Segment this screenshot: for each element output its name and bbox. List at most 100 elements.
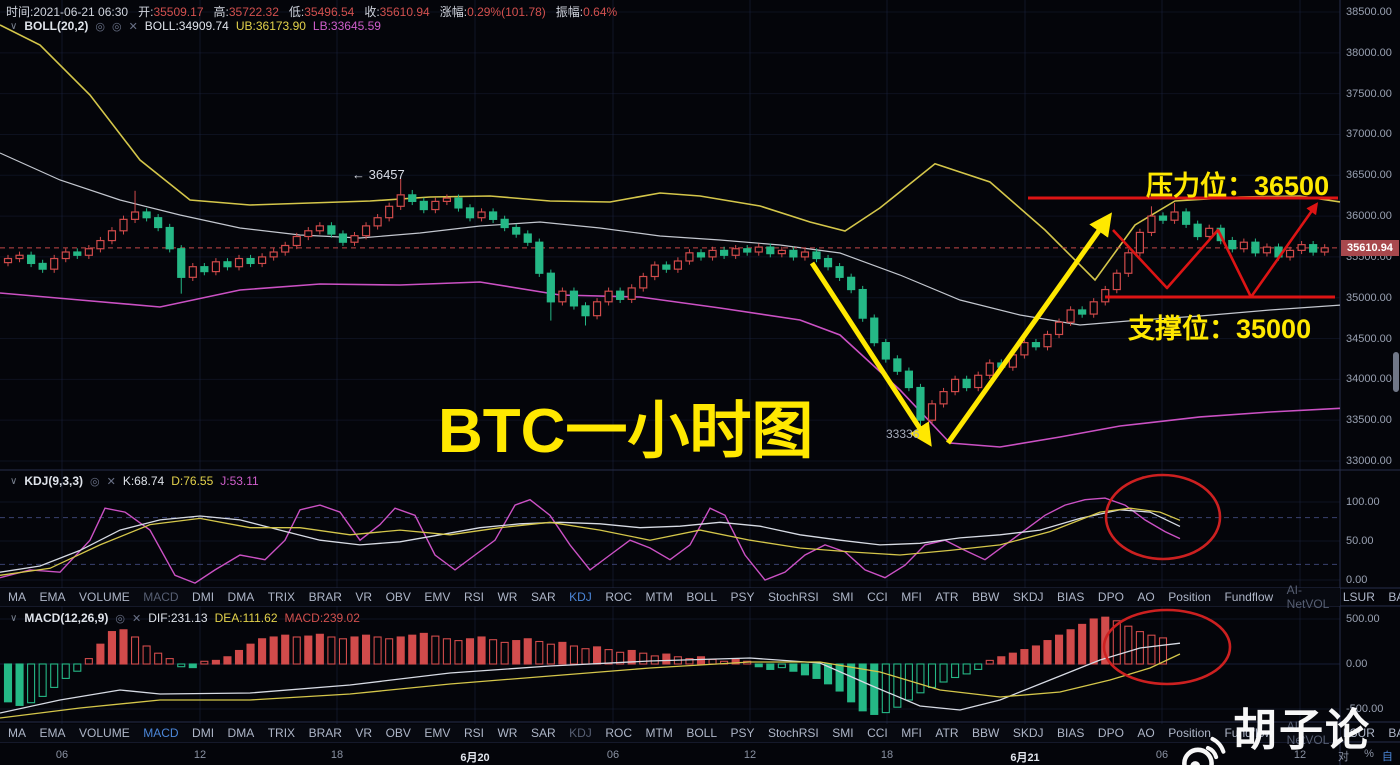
- indicator-tab-lsur[interactable]: LSUR: [1342, 726, 1375, 740]
- indicator-tab-smi[interactable]: SMI: [832, 726, 854, 740]
- indicator-tab-cci[interactable]: CCI: [867, 590, 888, 604]
- indicator-tab-brar[interactable]: BRAR: [308, 726, 342, 740]
- indicator-tab-vr[interactable]: VR: [355, 590, 373, 604]
- indicator-tab-fundflow[interactable]: Fundflow: [1224, 726, 1274, 740]
- indicator-tab-rsi[interactable]: RSI: [463, 726, 484, 740]
- indicator-tab-emv[interactable]: EMV: [424, 726, 451, 740]
- price-tick-label: 33000.00: [1346, 455, 1392, 467]
- macd-dif-value: DIF:231.13: [148, 611, 208, 625]
- close-icon[interactable]: ✕: [131, 612, 142, 625]
- macd-dif-line: [0, 642, 1181, 714]
- settings-icon[interactable]: ◎: [95, 20, 105, 33]
- indicator-tab-emv[interactable]: EMV: [424, 590, 451, 604]
- indicator-tab-sar[interactable]: SAR: [530, 590, 556, 604]
- indicator-tab-dpo[interactable]: DPO: [1097, 726, 1124, 740]
- boll-lb-value: LB:33645.59: [312, 19, 381, 33]
- indicator-tab-kdj[interactable]: KDJ: [569, 590, 592, 604]
- indicator-tab-mtm[interactable]: MTM: [645, 726, 673, 740]
- eye-icon[interactable]: ◎: [111, 20, 122, 33]
- indicator-tab-macd[interactable]: MACD: [143, 590, 179, 604]
- indicator-tab-fundflow[interactable]: Fundflow: [1224, 590, 1274, 604]
- kdj-j-value: J:53.11: [220, 474, 259, 488]
- last-price-badge: 35610.94: [1341, 240, 1399, 256]
- indicator-tab-dpo[interactable]: DPO: [1097, 590, 1124, 604]
- indicator-tab-roc[interactable]: ROC: [605, 726, 632, 740]
- percent-scale-button[interactable]: %: [1364, 748, 1374, 760]
- indicator-tab-boll[interactable]: BOLL: [686, 726, 717, 740]
- indicator-tab-ma[interactable]: MA: [8, 590, 26, 604]
- ohlc-field-value: 35496.54: [304, 5, 355, 19]
- indicator-tab-skdj[interactable]: SKDJ: [1012, 590, 1044, 604]
- chevron-down-icon[interactable]: ∨: [10, 20, 18, 32]
- indicator-tab-brar[interactable]: BRAR: [308, 590, 342, 604]
- chevron-down-icon[interactable]: ∨: [10, 612, 18, 624]
- indicator-tab-obv[interactable]: OBV: [385, 726, 411, 740]
- indicator-tab-dmi[interactable]: DMI: [192, 590, 215, 604]
- kdj-tick-label: 100.00: [1346, 496, 1380, 508]
- indicator-tab-position[interactable]: Position: [1168, 590, 1211, 604]
- auto-scale-button[interactable]: 自动: [1381, 751, 1393, 763]
- indicator-tab-wr[interactable]: WR: [497, 726, 518, 740]
- indicator-tab-mtm[interactable]: MTM: [645, 590, 673, 604]
- indicator-tab-wr[interactable]: WR: [497, 590, 518, 604]
- indicator-tab-ema[interactable]: EMA: [39, 590, 66, 604]
- indicator-tab-bias[interactable]: BIAS: [1057, 726, 1085, 740]
- indicator-tab-sar[interactable]: SAR: [530, 726, 556, 740]
- indicator-tab-bbw[interactable]: BBW: [972, 726, 1000, 740]
- macd-dea-value: DEA:111.62: [214, 611, 278, 625]
- indicator-tab-skdj[interactable]: SKDJ: [1012, 726, 1044, 740]
- indicator-tab-dma[interactable]: DMA: [227, 726, 255, 740]
- boll-upper-band: [0, 24, 1341, 282]
- indicator-tab-cci[interactable]: CCI: [867, 726, 888, 740]
- indicator-tab-ai-netvol[interactable]: AI-NetVOL: [1286, 719, 1330, 747]
- indicator-tab-bias[interactable]: BIAS: [1057, 590, 1085, 604]
- indicator-tab-roc[interactable]: ROC: [605, 590, 632, 604]
- log-scale-button[interactable]: 对数: [1338, 751, 1349, 763]
- indicator-tab-psy[interactable]: PSY: [730, 726, 755, 740]
- indicator-tab-atr[interactable]: ATR: [935, 590, 959, 604]
- kdj-tick-label: 0.00: [1346, 574, 1368, 586]
- indicator-tab-trix[interactable]: TRIX: [267, 726, 296, 740]
- chevron-down-icon[interactable]: ∨: [10, 475, 18, 487]
- indicator-tab-obv[interactable]: OBV: [385, 590, 411, 604]
- indicator-tab-mfi[interactable]: MFI: [901, 590, 922, 604]
- close-icon[interactable]: ✕: [128, 20, 138, 33]
- indicator-tab-trix[interactable]: TRIX: [267, 590, 296, 604]
- close-icon[interactable]: ✕: [106, 475, 116, 488]
- indicator-tab-bbw[interactable]: BBW: [972, 590, 1000, 604]
- indicator-tab-mfi[interactable]: MFI: [901, 726, 922, 740]
- indicator-tab-boll[interactable]: BOLL: [686, 590, 717, 604]
- indicator-tab-volume[interactable]: VOLUME: [79, 590, 130, 604]
- indicator-tab-ai-netvol[interactable]: AI-NetVOL: [1286, 583, 1330, 611]
- price-tick-label: 38000.00: [1346, 46, 1392, 59]
- indicator-tab-ao[interactable]: AO: [1137, 590, 1155, 604]
- indicator-tab-smi[interactable]: SMI: [832, 590, 854, 604]
- indicator-tab-dma[interactable]: DMA: [227, 590, 255, 604]
- indicator-tab-dmi[interactable]: DMI: [192, 726, 215, 740]
- indicator-tab-position[interactable]: Position: [1168, 726, 1211, 740]
- axis-scrollbar-handle[interactable]: [1393, 352, 1399, 392]
- indicator-tab-kdj[interactable]: KDJ: [569, 726, 592, 740]
- indicator-tab-psy[interactable]: PSY: [730, 590, 755, 604]
- indicator-tab-ema[interactable]: EMA: [39, 726, 66, 740]
- indicator-tab-basis[interactable]: BASIS: [1388, 726, 1400, 740]
- boll-ub-value: UB:36173.90: [235, 19, 306, 33]
- price-tick-label: 37000.00: [1346, 128, 1392, 141]
- ohlc-field-label: 收:: [364, 5, 380, 19]
- indicator-tab-basis[interactable]: BASIS: [1388, 590, 1400, 604]
- indicator-tab-macd[interactable]: MACD: [143, 726, 179, 740]
- indicator-tab-ao[interactable]: AO: [1137, 726, 1155, 740]
- indicator-tab-lsur[interactable]: LSUR: [1342, 590, 1375, 604]
- indicator-tab-rsi[interactable]: RSI: [463, 590, 484, 604]
- indicator-tab-stochrsi[interactable]: StochRSI: [768, 590, 819, 604]
- indicator-tab-vr[interactable]: VR: [355, 726, 373, 740]
- indicator-tab-atr[interactable]: ATR: [935, 726, 959, 740]
- settings-icon[interactable]: ◎: [90, 475, 100, 488]
- boll-middle-band: [0, 152, 1341, 326]
- indicator-tab-volume[interactable]: VOLUME: [79, 726, 130, 740]
- indicator-tab-ma[interactable]: MA: [8, 726, 26, 740]
- kdj-j-line: [0, 497, 1181, 584]
- settings-icon[interactable]: ◎: [115, 612, 125, 625]
- indicator-tab-stochrsi[interactable]: StochRSI: [768, 726, 819, 740]
